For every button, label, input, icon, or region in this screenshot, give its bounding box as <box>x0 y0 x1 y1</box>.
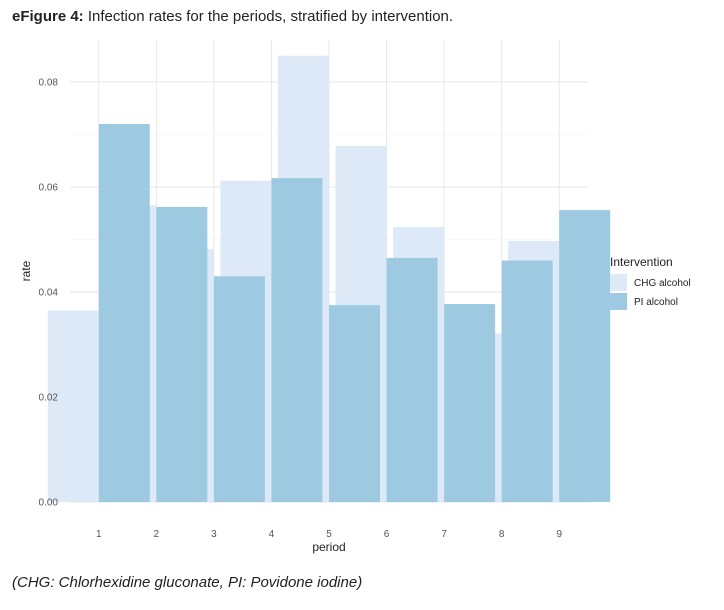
figure-title-label: eFigure 4: <box>12 8 84 25</box>
x-tick-label: 2 <box>154 529 160 540</box>
figure-title-text: Infection rates for the periods, stratif… <box>83 8 454 25</box>
x-axis-title: period <box>312 540 345 554</box>
bar-pi-period-1 <box>98 124 150 502</box>
bar-pi-period-4 <box>271 178 323 502</box>
legend-label: PI alcohol <box>634 297 678 308</box>
x-tick-label: 3 <box>211 529 217 540</box>
x-tick-label: 7 <box>441 529 447 540</box>
legend-title: Intervention <box>610 255 673 269</box>
legend-label: CHG alcohol <box>634 278 691 289</box>
y-tick-labels: 0.00 0.02 0.04 0.06 0.08 <box>39 78 59 509</box>
x-tick-label: 8 <box>499 529 505 540</box>
bar-pi-period-6 <box>386 257 438 502</box>
bar-pi-period-9 <box>559 210 611 502</box>
bar-pi-period-7 <box>444 304 496 502</box>
bar-chg-period-1 <box>47 310 99 502</box>
legend-key-chg <box>610 274 627 291</box>
bar-pi-period-2 <box>156 206 208 502</box>
y-tick-label: 0.08 <box>39 78 59 89</box>
bar-pi-period-5 <box>329 305 380 502</box>
infection-rate-bar-chart: 0.00 0.02 0.04 0.06 0.08 1 2 3 4 5 6 7 8 9 period ra… <box>19 40 691 554</box>
legend-key-pi <box>610 293 627 310</box>
x-tick-label: 5 <box>326 529 332 540</box>
y-axis-title: rate <box>19 260 33 281</box>
y-tick-label: 0.02 <box>39 393 59 404</box>
x-tick-label: 4 <box>269 529 275 540</box>
x-tick-label: 6 <box>384 529 390 540</box>
y-tick-label: 0.00 <box>39 498 59 509</box>
y-tick-label: 0.06 <box>39 183 59 194</box>
bars <box>47 55 611 503</box>
figure-title: eFigure 4: Infection rates for the perio… <box>12 8 453 25</box>
figure-footnote: (CHG: Chlorhexidine gluconate, PI: Povid… <box>12 574 363 591</box>
x-tick-label: 9 <box>556 529 562 540</box>
y-tick-label: 0.04 <box>39 288 59 299</box>
x-tick-label: 1 <box>96 529 102 540</box>
bar-pi-period-8 <box>501 260 553 502</box>
bar-pi-period-3 <box>213 276 265 502</box>
legend: Intervention CHG alcohol PI alcohol <box>610 255 691 310</box>
x-tick-labels: 1 2 3 4 5 6 7 8 9 <box>96 529 562 540</box>
